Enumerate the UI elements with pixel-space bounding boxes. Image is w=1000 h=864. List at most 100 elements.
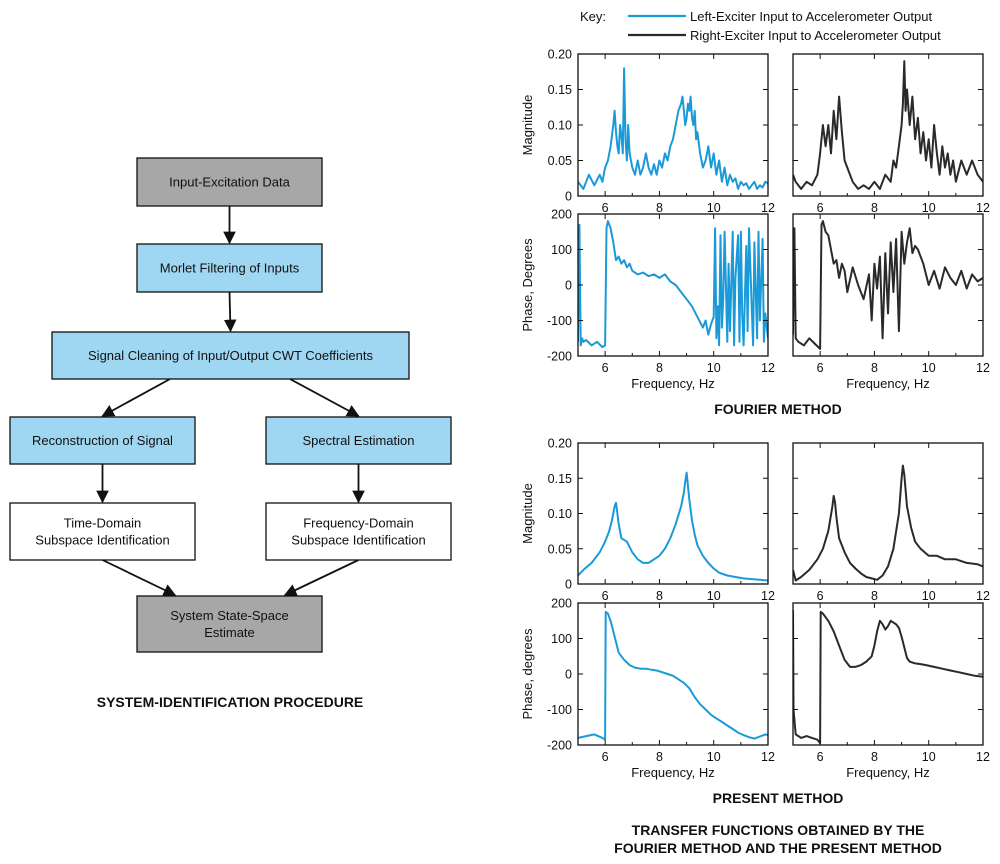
flow-box-freq-domain: Frequency-Domain Subspace Identification	[265, 502, 452, 561]
flowchart-boxes: Input-Excitation Data Morlet Filtering of…	[9, 157, 452, 653]
x-tick-label: 10	[707, 201, 721, 215]
chart-present-mag-right: 6 8 10 12	[792, 442, 990, 603]
y-tick-label: 0.05	[548, 154, 572, 168]
series-line-present-phase-left-0	[578, 610, 768, 741]
y-axis-label: Magnitude	[520, 95, 535, 156]
x-tick-label: 10	[922, 750, 936, 764]
y-tick-label: 0.15	[548, 472, 572, 486]
series-line-fourier-mag-left-0	[578, 67, 768, 190]
flow-box-input: Input-Excitation Data	[136, 157, 323, 207]
arrow-morlet-to-cleaning	[223, 291, 237, 333]
plot-frame	[577, 442, 769, 585]
flow-box-input-frame	[136, 157, 323, 207]
y-tick-label: 0.10	[548, 507, 572, 521]
section-title-fourier: FOURIER METHOD	[714, 401, 842, 417]
x-tick-label: 12	[976, 750, 990, 764]
flow-box-cleaning-frame	[51, 331, 410, 380]
x-tick-label: 6	[602, 750, 609, 764]
flow-box-reconstruction: Reconstruction of Signal	[9, 416, 196, 465]
flow-box-time-domain-label: Subspace Identification	[35, 533, 169, 548]
flow-box-freq-domain-frame	[265, 502, 452, 561]
x-tick-label: 8	[871, 361, 878, 375]
flow-box-state-space: System State-Space Estimate	[136, 595, 323, 653]
flow-box-state-space-label: System State-Space	[170, 608, 289, 623]
y-tick-label: 200	[551, 208, 572, 222]
x-tick-label: 10	[707, 361, 721, 375]
x-axis-label: Frequency, Hz	[846, 376, 930, 391]
y-tick-label: 0.20	[548, 48, 572, 62]
y-axis-label: Phase, degrees	[520, 628, 535, 720]
flow-box-input-label: Input-Excitation Data	[169, 175, 290, 190]
x-tick-label: 8	[871, 750, 878, 764]
flow-box-time-domain: Time-Domain Subspace Identification	[9, 502, 196, 561]
x-tick-label: 10	[707, 589, 721, 603]
figure-caption-line-1: TRANSFER FUNCTIONS OBTAINED BY THE	[632, 822, 925, 838]
arrow-freq-domain-to-state-space	[283, 559, 359, 596]
y-tick-label: 0.05	[548, 542, 572, 556]
x-tick-label: 8	[656, 201, 663, 215]
x-axis-label: Frequency, Hz	[631, 376, 715, 391]
series-line-fourier-phase-left-0	[578, 220, 768, 349]
flowchart-title: SYSTEM-IDENTIFICATION PROCEDURE	[97, 694, 364, 710]
y-tick-label: 0.20	[548, 437, 572, 451]
y-tick-label: 0	[565, 190, 572, 204]
x-tick-label: 12	[976, 361, 990, 375]
y-axis-label: Magnitude	[520, 483, 535, 544]
legend-label-right-exciter: Right-Exciter Input to Accelerometer Out…	[690, 28, 941, 43]
plot-frame	[577, 53, 769, 197]
x-tick-label: 12	[761, 750, 775, 764]
x-tick-label: 8	[656, 589, 663, 603]
y-axis-label: Phase, Degrees	[520, 238, 535, 332]
y-tick-label: 0	[565, 668, 572, 682]
flow-box-morlet-frame	[136, 243, 323, 293]
arrow-cleaning-to-reconstruction	[101, 378, 171, 417]
x-tick-label: 12	[761, 589, 775, 603]
x-tick-label: 10	[922, 589, 936, 603]
y-tick-label: 0.10	[548, 119, 572, 133]
y-tick-label: -200	[547, 739, 572, 753]
flow-box-freq-domain-label: Subspace Identification	[291, 533, 425, 548]
y-tick-label: 0	[565, 279, 572, 293]
series-line-fourier-mag-right-0	[793, 60, 983, 190]
x-tick-label: 8	[871, 589, 878, 603]
plot-frame	[792, 442, 984, 585]
chart-fourier-phase-right: 6 8 10 12 Frequency, Hz	[792, 213, 990, 391]
y-tick-label: 0.15	[548, 83, 572, 97]
transfer-function-plots: 6 8 10 12 0 0.05 0.10 0.15 0.20 Magnitude 6 8 10 12 6 8…	[520, 48, 990, 781]
series-line-present-mag-right-0	[793, 464, 983, 582]
legend-key-label: Key:	[580, 9, 606, 24]
x-tick-label: 8	[871, 201, 878, 215]
flow-box-time-domain-frame	[9, 502, 196, 561]
x-tick-label: 6	[817, 750, 824, 764]
flow-box-cleaning-label: Signal Cleaning of Input/Output CWT Coef…	[88, 348, 373, 363]
x-tick-label: 10	[922, 361, 936, 375]
legend-label-left-exciter: Left-Exciter Input to Accelerometer Outp…	[690, 9, 932, 24]
arrow-cleaning-to-spectral	[289, 378, 360, 417]
x-axis-label: Frequency, Hz	[631, 765, 715, 780]
x-tick-label: 12	[761, 201, 775, 215]
y-tick-label: -100	[547, 314, 572, 328]
y-tick-label: 100	[551, 243, 572, 257]
x-tick-label: 6	[817, 201, 824, 215]
flow-box-spectral-label: Spectral Estimation	[303, 433, 415, 448]
y-tick-label: -200	[547, 350, 572, 364]
x-tick-label: 8	[656, 361, 663, 375]
flow-box-cleaning: Signal Cleaning of Input/Output CWT Coef…	[51, 331, 410, 380]
flow-box-morlet: Morlet Filtering of Inputs	[136, 243, 323, 293]
y-tick-label: 0	[565, 578, 572, 592]
y-tick-label: 100	[551, 632, 572, 646]
figure-caption-line-2: FOURIER METHOD AND THE PRESENT METHOD	[614, 840, 942, 856]
x-tick-label: 6	[817, 589, 824, 603]
flow-box-reconstruction-label: Reconstruction of Signal	[32, 433, 173, 448]
chart-present-phase-right: 6 8 10 12 Frequency, Hz	[792, 602, 990, 780]
x-tick-label: 6	[602, 361, 609, 375]
x-tick-label: 6	[817, 361, 824, 375]
x-tick-label: 6	[602, 589, 609, 603]
x-tick-label: 12	[761, 361, 775, 375]
x-tick-label: 10	[707, 750, 721, 764]
y-tick-label: 200	[551, 597, 572, 611]
flow-box-time-domain-label: Time-Domain	[64, 516, 142, 531]
chart-fourier-mag-left: 6 8 10 12 0 0.05 0.10 0.15 0.20 Magnitude	[520, 48, 775, 216]
x-tick-label: 12	[976, 589, 990, 603]
